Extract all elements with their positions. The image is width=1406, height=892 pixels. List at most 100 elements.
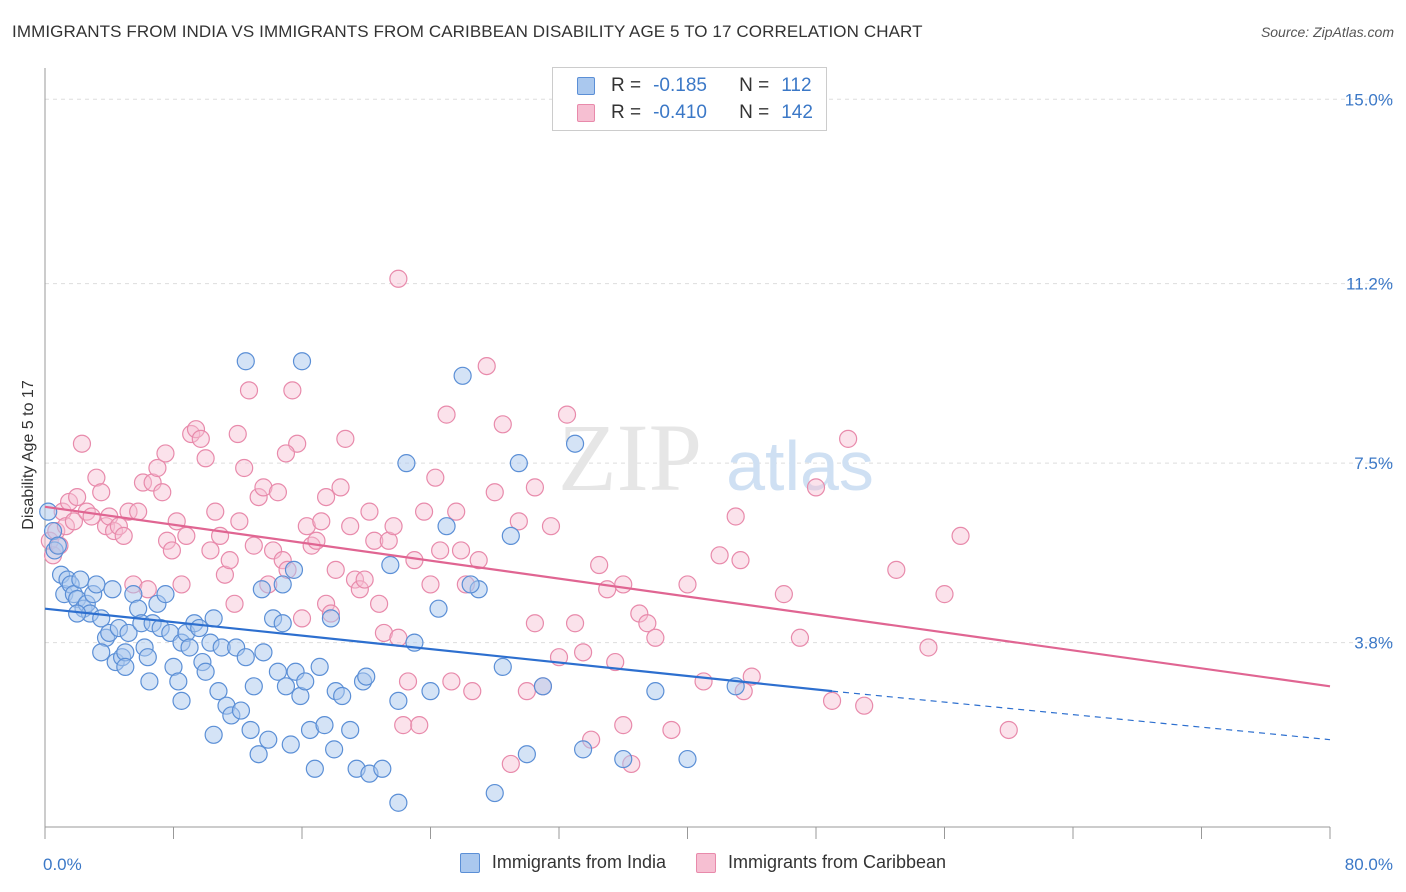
caribbean-point (312, 512, 331, 531)
india-point (321, 609, 341, 628)
source-label: Source: ZipAtlas.com (1260, 24, 1394, 40)
caribbean-point (421, 575, 440, 594)
india-point (71, 570, 90, 589)
caribbean-point (82, 507, 101, 526)
caribbean-point (389, 628, 408, 647)
caribbean-trend-line (44, 505, 1331, 688)
y-axis-label: Disability Age 5 to 17 (20, 380, 37, 530)
india-point (156, 585, 175, 604)
india-point (292, 352, 312, 371)
legend-n-label: N = (739, 102, 770, 123)
caribbean-point (379, 531, 398, 550)
india-point (429, 599, 448, 618)
india-point (461, 575, 480, 594)
caribbean-swatch (577, 104, 595, 122)
caribbean-point (153, 483, 172, 502)
india-point (678, 749, 697, 769)
caribbean-point (442, 672, 461, 691)
caribbean-point (463, 682, 482, 701)
caribbean-point (638, 614, 657, 633)
india-point (39, 502, 58, 521)
legend-r-value: -0.410 (653, 102, 707, 123)
india-point (305, 759, 324, 778)
india-point (296, 672, 315, 691)
india-point (103, 580, 122, 599)
caribbean-point (64, 512, 84, 531)
india-point (48, 536, 67, 555)
tick-labels: 3.8% 7.5% 11.2% 15.0% 0.0% 80.0% (43, 90, 1393, 874)
india-point (509, 454, 528, 473)
caribbean-point (336, 429, 355, 448)
caribbean-point (437, 405, 456, 424)
legend-label-caribbean: Immigrants from Caribbean (727, 852, 947, 872)
caribbean-point (239, 381, 259, 400)
caribbean-point (341, 517, 360, 536)
caribbean-point (398, 672, 418, 691)
caribbean-point (374, 623, 394, 643)
caribbean-point (249, 487, 268, 507)
india-point (341, 720, 360, 740)
india-point (485, 783, 504, 803)
caribbean-point (469, 551, 488, 570)
india-swatch (577, 77, 595, 95)
india-point (119, 623, 138, 643)
caribbean-point (839, 429, 858, 448)
caribbean-point (389, 269, 408, 288)
caribbean-point (614, 716, 633, 735)
india-point (453, 366, 472, 385)
caribbean-point (557, 405, 577, 424)
caribbean-point (263, 541, 283, 560)
india-point (236, 648, 255, 667)
india-point (169, 672, 188, 691)
india-point (397, 454, 416, 473)
caribbean-point (157, 531, 177, 550)
india-point (138, 648, 157, 667)
caribbean-point (360, 502, 379, 521)
caribbean-point (129, 502, 148, 521)
caribbean-point (283, 381, 302, 400)
caribbean-point (999, 720, 1018, 740)
caribbean-point (119, 502, 138, 521)
india-point (437, 517, 456, 536)
caribbean-point (431, 541, 450, 560)
caribbean-point (394, 716, 413, 735)
caribbean-point (678, 575, 697, 594)
caribbean-point (92, 483, 111, 502)
y-tick-label: 15.0% (1345, 90, 1393, 109)
caribbean-point (806, 478, 826, 497)
caribbean-point (177, 526, 196, 546)
india-point (646, 682, 665, 701)
legend-r-label: R = (611, 102, 642, 123)
y-tick-label: 7.5% (1354, 454, 1393, 473)
legend-item-caribbean: Immigrants from Caribbean (695, 852, 947, 873)
india-point (357, 667, 376, 686)
caribbean-point (525, 478, 545, 497)
caribbean-point (172, 575, 191, 594)
caribbean-point (477, 356, 496, 376)
caribbean-point (384, 517, 403, 536)
caribbean-point (370, 594, 389, 613)
legend-r-value: -0.185 (653, 75, 707, 96)
caribbean-point (307, 531, 326, 550)
caribbean-point (68, 487, 87, 507)
caribbean-point (365, 531, 384, 550)
caribbean-point (235, 458, 254, 478)
caribbean-point (191, 429, 210, 448)
caribbean-point (726, 507, 745, 526)
caribbean-point (345, 570, 365, 589)
india-point (252, 580, 271, 599)
legend-n-label: N = (739, 75, 770, 96)
india-point (87, 575, 106, 594)
series-legend: Immigrants from India Immigrants from Ca… (0, 852, 1406, 873)
caribbean-point (114, 526, 133, 546)
india-point (209, 682, 228, 701)
caribbean-point (196, 449, 215, 468)
india-point (421, 682, 440, 701)
india-trend-extension (832, 690, 1331, 741)
india-point (389, 793, 408, 812)
caribbean-point (822, 691, 842, 710)
india-point (116, 657, 135, 676)
caribbean-point (731, 551, 750, 570)
caribbean-point (509, 512, 528, 531)
chart-title: IMMIGRANTS FROM INDIA VS IMMIGRANTS FROM… (12, 22, 923, 41)
